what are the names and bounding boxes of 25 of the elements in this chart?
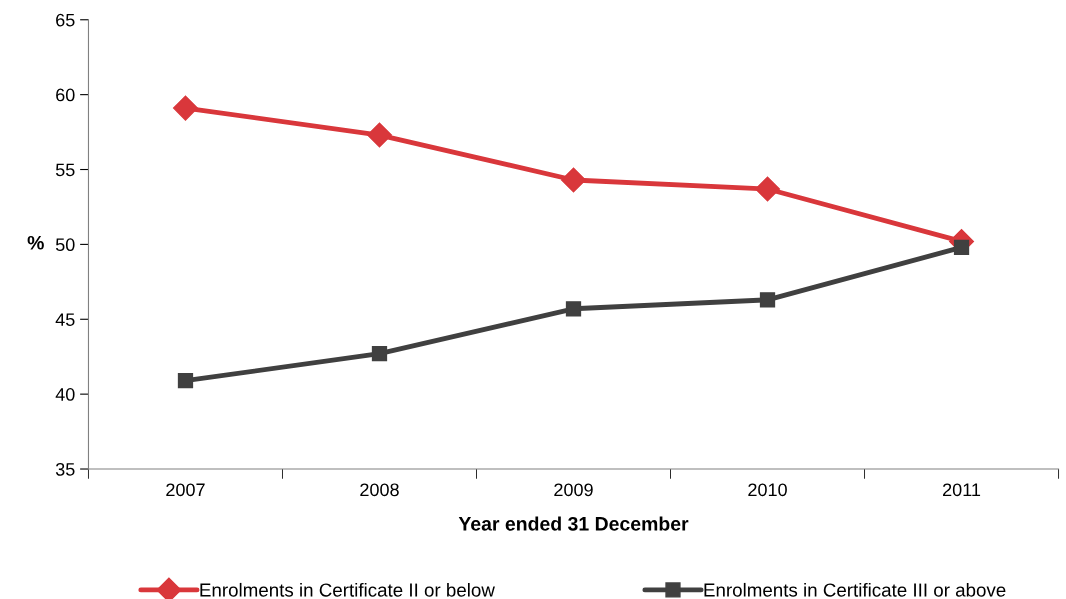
point [367,122,392,148]
point [759,292,776,308]
y-axis-title: % [27,235,44,250]
y-tick-label: 35 [55,462,75,476]
y-tick-label: 45 [55,313,75,326]
x-tick-label: 2010 [748,483,787,497]
y-tick-label: 65 [56,13,75,27]
y-tick-label: 50 [55,238,75,252]
x-axis-title: Year ended 31 December [458,516,689,531]
point [561,167,586,193]
point [173,95,198,121]
legend-label: Enrolments in Certificate II or below [200,582,495,597]
y-tick-label: 55 [55,163,75,177]
y-tick-label: 60 [56,88,75,102]
x-tick-label: 2011 [943,483,981,497]
point [565,301,582,317]
y-tick-label: 40 [55,388,75,401]
x-tick-label: 2007 [166,483,205,497]
point [371,346,388,362]
x-tick-label: 2008 [360,483,399,497]
point [177,373,194,389]
legend-label: Enrolments in Certificate III or above [704,582,1006,597]
point [953,239,970,256]
x-tick-label: 2009 [554,483,593,497]
point [755,176,780,202]
